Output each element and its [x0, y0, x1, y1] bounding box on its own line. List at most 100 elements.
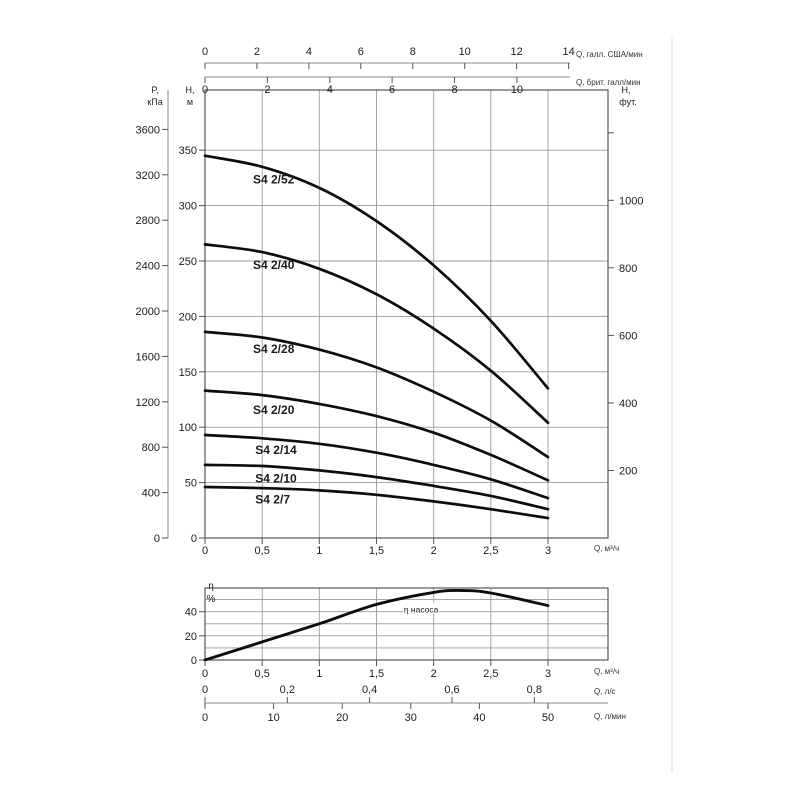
eff-q-m3h-tick-label: 0 — [202, 668, 208, 680]
q-lmin-tick-label: 40 — [473, 712, 485, 724]
head-ft-tick-label: 600 — [619, 330, 637, 342]
main-q-tick-label: 3 — [545, 545, 551, 557]
q-ls-tick-label: 0,8 — [527, 684, 542, 696]
main-q-tick-label: 1,5 — [369, 545, 384, 557]
q-lmin-tick-label: 50 — [542, 712, 554, 724]
kpa-tick-label: 1200 — [136, 397, 160, 409]
main-plot-border — [204, 89, 609, 539]
pump-curve — [203, 463, 550, 511]
head-m-tick-label: 200 — [179, 311, 197, 323]
q-lmin-tick-label: 10 — [267, 712, 279, 724]
us-gal-tick-label: 4 — [306, 46, 312, 58]
main-plot-frame — [204, 89, 609, 539]
main-q-tick-label: 1 — [316, 545, 322, 557]
uk-gal-axis-unit: Q, брит. галл/мин — [576, 78, 641, 87]
head-axis-m: 350 300 250 200 150 100 50 0 H, м — [179, 85, 205, 545]
head-m-tick-label: 300 — [179, 201, 197, 213]
kpa-axis-unit: P, — [151, 85, 158, 95]
pump-curve-label: S4 2/10 — [255, 472, 297, 486]
pump-curve-labels: S4 2/52 S4 2/40 S4 2/28 S4 2/20 S4 2/14 S4 2/… — [253, 172, 297, 506]
q-lmin-axis-unit: Q, л/мин — [594, 712, 626, 721]
pump-curve-label: S4 2/7 — [255, 493, 290, 507]
head-m-tick-label: 0 — [191, 533, 197, 545]
eta-axis-unit: η — [208, 581, 214, 592]
us-gal-tick-label: 10 — [459, 46, 471, 58]
pump-curve-label: S4 2/14 — [255, 443, 297, 457]
eff-q-m3h-tick-label: 2 — [431, 668, 437, 680]
uk-gal-tick-label: 4 — [327, 84, 333, 96]
kpa-tick-label: 3200 — [136, 170, 160, 182]
eff-q-m3h-tick-label: 0,5 — [255, 668, 270, 680]
eff-q-m3h-tick-label: 2,5 — [483, 668, 498, 680]
us-gal-tick-label: 0 — [202, 46, 208, 58]
head-ft-tick-label: 400 — [619, 398, 637, 410]
head-m-axis-unit: H, — [186, 85, 195, 95]
pump-curve-label: S4 2/52 — [253, 172, 295, 186]
efficiency-plot-border — [204, 587, 609, 661]
q-ls-tick-label: 0,6 — [444, 684, 459, 696]
eta-axis-unit: % — [207, 594, 216, 605]
uk-gal-tick-label: 8 — [451, 84, 457, 96]
us-gal-axis-unit: Q, галл. США/мин — [576, 50, 643, 59]
uk-gal-tick-label: 0 — [202, 84, 208, 96]
efficiency-left-axis: 40 20 0 η% — [185, 581, 216, 667]
pump-curve-label: S4 2/40 — [253, 258, 295, 272]
eff-q-m3h-axis-unit: Q, м³/ч — [594, 667, 619, 676]
main-q-tick-label: 2,5 — [483, 545, 498, 557]
pump-curve — [203, 485, 550, 520]
head-m-tick-label: 50 — [185, 478, 197, 490]
head-m-tick-label: 350 — [179, 145, 197, 157]
us-gal-tick-label: 12 — [510, 46, 522, 58]
kpa-tick-label: 0 — [154, 533, 160, 545]
q-ls-tick-label: 0,2 — [280, 684, 295, 696]
kpa-tick-label: 2800 — [136, 215, 160, 227]
us-gal-tick-label: 2 — [254, 46, 260, 58]
head-axis-ft: 1000 800 600 400 200 H, фут. — [608, 85, 643, 478]
main-bottom-axis: 0 0,5 1 1,5 2 2,5 3 Q, м³/ч — [202, 538, 619, 557]
main-q-tick-label: 0 — [202, 545, 208, 557]
head-ft-tick-label: 1000 — [619, 195, 643, 207]
head-ft-tick-label: 800 — [619, 263, 637, 275]
pump-curves — [203, 154, 550, 520]
us-gal-tick-label: 6 — [358, 46, 364, 58]
uk-gal-tick-label: 10 — [511, 84, 523, 96]
head-m-axis-unit: м — [187, 97, 193, 107]
head-ft-axis-unit: фут. — [619, 97, 636, 107]
pressure-axis-kpa: 3600 3200 2800 2400 2000 1600 1200 800 400 0 P, кПа — [136, 85, 169, 545]
kpa-tick-label: 2400 — [136, 261, 160, 273]
efficiency-curve-group: η насоса — [203, 588, 550, 662]
eta-tick-label: 0 — [191, 655, 197, 667]
pump-curve-label: S4 2/20 — [253, 403, 295, 417]
pump-curve — [203, 389, 550, 482]
efficiency-label-bg — [403, 602, 440, 614]
main-q-axis-unit: Q, м³/ч — [594, 544, 619, 553]
top-flow-scales: 0 2 4 6 8 10 12 14 Q, галл. США/мин 0 2 4 6 8 10 Q, бри… — [202, 46, 643, 96]
head-m-tick-label: 250 — [179, 256, 197, 268]
efficiency-plot-frame — [204, 587, 609, 661]
eff-q-m3h-tick-label: 1,5 — [369, 668, 384, 680]
kpa-axis-unit: кПа — [147, 97, 162, 107]
q-lmin-tick-label: 0 — [202, 712, 208, 724]
kpa-tick-label: 2000 — [136, 306, 160, 318]
efficiency-bottom-axes: 0 0,5 1 1,5 2 2,5 3 Q, м³/ч 0 0,2 0,4 0,6 0,8 Q, л/с 0… — [202, 660, 626, 724]
main-chart-grid — [205, 90, 608, 538]
eta-tick-label: 40 — [185, 607, 197, 619]
us-gal-tick-label: 8 — [410, 46, 416, 58]
eff-q-m3h-tick-label: 3 — [545, 668, 551, 680]
eta-tick-label: 20 — [185, 631, 197, 643]
us-gal-tick-label: 14 — [562, 46, 574, 58]
q-ls-tick-label: 0 — [202, 684, 208, 696]
pump-curve-label: S4 2/28 — [253, 342, 295, 356]
head-ft-tick-label: 200 — [619, 466, 637, 478]
q-ls-tick-label: 0,4 — [362, 684, 377, 696]
kpa-tick-label: 800 — [142, 442, 160, 454]
pump-curve — [203, 330, 550, 459]
q-ls-axis-unit: Q, л/с — [594, 687, 616, 696]
kpa-tick-label: 400 — [142, 488, 160, 500]
efficiency-curve-label: η насоса — [404, 605, 439, 615]
pump-curve — [203, 433, 550, 500]
q-lmin-tick-label: 30 — [405, 712, 417, 724]
kpa-tick-label: 3600 — [136, 124, 160, 136]
